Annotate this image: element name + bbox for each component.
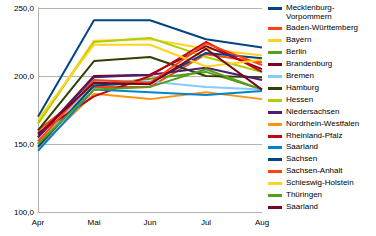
html-text:Mecklenburg-Vorpommern: Mecklenburg-Vorpommern	[286, 3, 335, 21]
svg-text:Apr: Apr	[32, 218, 45, 227]
html-text:Baden-Württemberg: Baden-Württemberg	[286, 23, 358, 33]
html-text:Sachsen-Anhalt: Sachsen-Anhalt	[286, 166, 343, 176]
svg-text:Aug: Aug	[255, 218, 269, 227]
svg-text:Jul: Jul	[201, 218, 211, 227]
html-text:Sachsen: Sachsen	[286, 154, 318, 164]
html-text:Schleswig-Holstein: Schleswig-Holstein	[286, 178, 354, 188]
html-text:Berlin: Berlin	[286, 47, 307, 57]
html-text:Bremen: Bremen	[286, 71, 314, 80]
html-text:Bayern: Bayern	[286, 35, 312, 45]
svg-text:150,0: 150,0	[14, 140, 35, 149]
html-text:Rheinland-Pfalz: Rheinland-Pfalz	[286, 130, 343, 140]
html-text:Hamburg: Hamburg	[286, 82, 319, 92]
html-text:Nordrhein-Westfalen: Nordrhein-Westfalen	[286, 118, 360, 128]
html-text:Brandenburg: Brandenburg	[286, 59, 333, 69]
html-text:Thüringen: Thüringen	[286, 190, 322, 199]
html-text:Saarland: Saarland	[286, 142, 318, 152]
svg-text:Jun: Jun	[144, 218, 157, 227]
html-text:Niedersachsen: Niedersachsen	[286, 106, 340, 116]
html-text:Hessen: Hessen	[286, 94, 314, 104]
html-text:Saarland: Saarland	[286, 201, 318, 211]
svg-text:100,0: 100,0	[14, 208, 35, 217]
svg-text:200,0: 200,0	[14, 72, 35, 81]
svg-text:Mai: Mai	[88, 218, 101, 227]
svg-text:250,0: 250,0	[14, 4, 35, 13]
